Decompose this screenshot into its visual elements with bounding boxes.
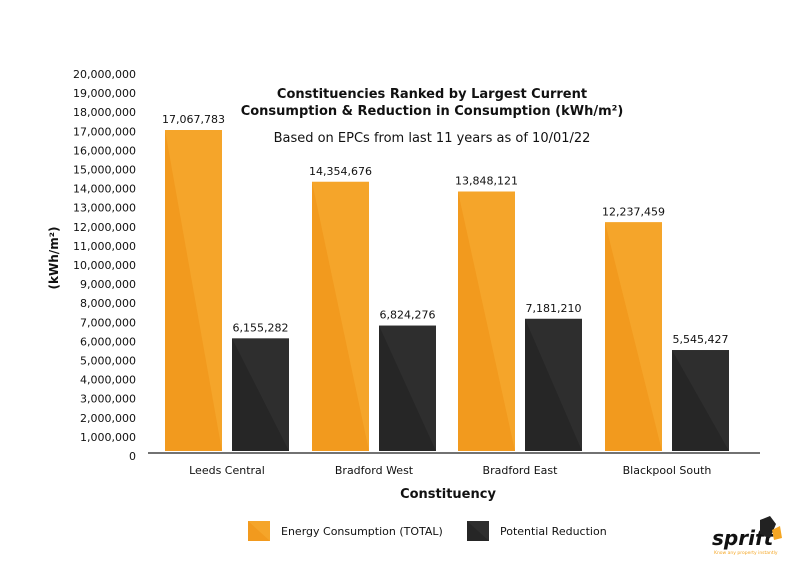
y-tick-label: 13,000,000 <box>73 202 136 215</box>
y-axis-label: (kWh/m²) <box>47 227 61 290</box>
bar-potential-reduction <box>525 318 582 451</box>
y-tick-label: 11,000,000 <box>73 240 136 253</box>
y-tick-label: 14,000,000 <box>73 183 136 196</box>
chart-title-line-2: Consumption & Reduction in Consumption (… <box>241 104 624 119</box>
y-tick-label: 2,000,000 <box>80 412 136 425</box>
bar-energy-consumption <box>312 181 369 451</box>
y-tick-label: 3,000,000 <box>80 393 136 406</box>
svg-text:Know any property instantly: Know any property instantly <box>714 550 778 556</box>
y-tick-label: 8,000,000 <box>80 297 136 310</box>
y-tick-label: 17,000,000 <box>73 125 136 138</box>
y-tick-label: 12,000,000 <box>73 221 136 234</box>
bar-value-label: 5,545,427 <box>673 333 729 346</box>
y-tick-label: 4,000,000 <box>80 374 136 387</box>
y-tick-label: 18,000,000 <box>73 106 136 119</box>
y-tick-label: 15,000,000 <box>73 164 136 177</box>
x-tick-label: Leeds Central <box>189 464 265 477</box>
bar-value-label: 7,181,210 <box>526 302 582 315</box>
y-tick-label: 6,000,000 <box>80 335 136 348</box>
legend-label: Energy Consumption (TOTAL) <box>281 525 443 538</box>
y-tick-label: 19,000,000 <box>73 87 136 100</box>
y-tick-label: 9,000,000 <box>80 278 136 291</box>
x-tick-label: Blackpool South <box>623 464 712 477</box>
y-tick-label: 7,000,000 <box>80 316 136 329</box>
legend-label: Potential Reduction <box>500 525 607 538</box>
y-tick-label: 20,000,000 <box>73 68 136 81</box>
bar-value-label: 17,067,783 <box>162 113 225 126</box>
bar-value-label: 13,848,121 <box>455 175 518 188</box>
chart-title-line-1: Constituencies Ranked by Largest Current <box>277 87 587 102</box>
bar-value-label: 6,155,282 <box>233 321 289 334</box>
bar-value-label: 12,237,459 <box>602 205 665 218</box>
y-tick-label: 16,000,000 <box>73 144 136 157</box>
bar-value-label: 14,354,676 <box>309 165 372 178</box>
bar-energy-consumption <box>165 130 222 451</box>
y-tick-label: 1,000,000 <box>80 431 136 444</box>
bar-potential-reduction <box>672 350 729 451</box>
x-axis-label: Constituency <box>400 487 496 502</box>
legend-item: Potential Reduction <box>467 521 607 541</box>
y-tick-label: 5,000,000 <box>80 355 136 368</box>
x-tick-label: Bradford East <box>483 464 559 477</box>
y-tick-label: 10,000,000 <box>73 259 136 272</box>
legend-item: Energy Consumption (TOTAL) <box>248 521 443 541</box>
y-tick-label: 0 <box>129 450 136 463</box>
bar-value-label: 6,824,276 <box>380 309 436 322</box>
bar-energy-consumption <box>605 222 662 451</box>
x-tick-label: Bradford West <box>335 464 414 477</box>
chart-subtitle: Based on EPCs from last 11 years as of 1… <box>274 131 591 146</box>
bar-energy-consumption <box>458 191 515 451</box>
sprift-logo: sprift Know any property instantly <box>712 516 782 556</box>
bar-potential-reduction <box>232 338 289 451</box>
bar-potential-reduction <box>379 325 436 451</box>
